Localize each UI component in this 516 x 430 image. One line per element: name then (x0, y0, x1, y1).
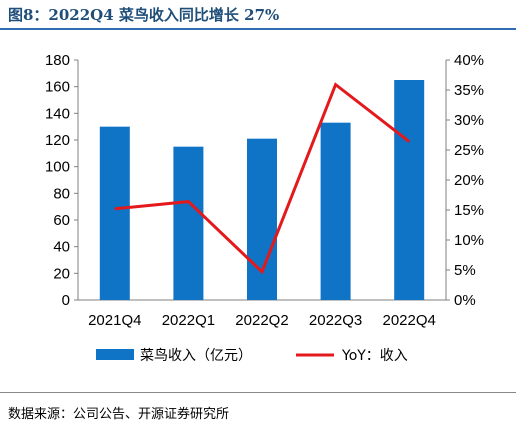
x-tick-label: 2022Q3 (309, 312, 362, 329)
left-tick-label: 60 (53, 212, 70, 229)
left-tick-label: 40 (53, 239, 70, 256)
tick-labels: 0 20 40 60 80 100 120 140 160 180 0% 5% 10% 15% 20% 25%… (45, 52, 484, 329)
legend-line-label: YoY：收入 (341, 348, 408, 364)
x-tick-label: 2022Q4 (383, 312, 436, 329)
left-tick-label: 160 (45, 79, 70, 96)
left-tick-label: 120 (45, 132, 70, 149)
legend-bar-label: 菜鸟收入（亿元） (140, 348, 252, 364)
bar (173, 146, 204, 300)
line-point (335, 84, 337, 86)
line-series (114, 82, 411, 275)
left-tick-label: 180 (45, 52, 70, 69)
title-divider (0, 28, 516, 30)
right-tick-label: 5% (454, 262, 476, 279)
x-tick-label: 2022Q1 (162, 312, 215, 329)
line-point (261, 271, 263, 273)
line-point (114, 208, 116, 210)
right-tick-label: 15% (454, 202, 484, 219)
left-tick-label: 100 (45, 159, 70, 176)
right-tick-label: 10% (454, 232, 484, 249)
bar (320, 122, 351, 301)
figure-title: 图8：2022Q4 菜鸟收入同比增长 27% (8, 6, 280, 24)
legend-bar-swatch (96, 349, 134, 360)
source-note: 数据来源：公司公告、开源证券研究所 (8, 407, 230, 422)
bar (99, 126, 130, 301)
left-tick-label: 0 (62, 292, 70, 309)
footer-divider (0, 392, 516, 393)
right-tick-label: 30% (454, 112, 484, 129)
line-point (187, 201, 189, 203)
left-tick-label: 80 (53, 185, 70, 202)
x-tick-label: 2022Q2 (235, 312, 288, 329)
right-tick-label: 0% (454, 292, 476, 309)
x-tick-label: 2021Q4 (88, 312, 141, 329)
left-tick-label: 140 (45, 105, 70, 122)
line-point (408, 141, 410, 143)
chart: 0 20 40 60 80 100 120 140 160 180 0% 5% 10% 15% 20% 25%… (45, 52, 484, 364)
bar (394, 80, 425, 300)
right-tick-label: 20% (454, 172, 484, 189)
bar-series (99, 80, 425, 301)
right-tick-label: 35% (454, 82, 484, 99)
legend: 菜鸟收入（亿元） YoY：收入 (96, 348, 408, 364)
left-tick-label: 20 (53, 265, 70, 282)
right-tick-label: 25% (454, 142, 484, 159)
bar (247, 138, 277, 300)
right-tick-label: 40% (454, 52, 484, 69)
